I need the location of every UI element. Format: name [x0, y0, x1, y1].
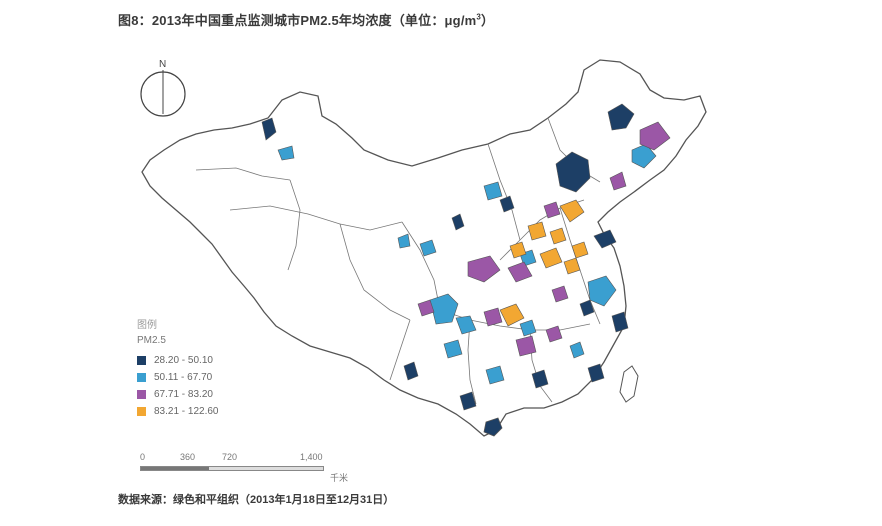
hainan-island	[483, 417, 503, 437]
scale-tick: 720	[222, 452, 238, 462]
legend: 图例 PM2.5 28.20 - 50.10 50.11 - 67.70 67.…	[137, 316, 219, 420]
taiwan-island	[619, 365, 639, 403]
legend-swatch	[137, 407, 146, 416]
legend-swatch	[137, 373, 146, 382]
pm25-class-3-areas	[417, 121, 671, 357]
scale-bar: 0 360 720 1,400 千米	[140, 452, 370, 483]
scale-tick: 1,400	[300, 452, 323, 462]
legend-item: 50.11 - 67.70	[137, 369, 219, 386]
legend-item: 67.71 - 83.20	[137, 386, 219, 403]
north-label: N	[159, 59, 166, 70]
pm25-class-4-areas	[499, 199, 589, 327]
scale-unit: 千米	[330, 473, 349, 483]
legend-title: 图例	[137, 320, 157, 331]
scale-tick: 0	[140, 452, 146, 462]
legend-item: 28.20 - 50.10	[137, 352, 219, 369]
scale-tick: 360	[180, 452, 196, 462]
legend-subtitle: PM2.5	[137, 335, 166, 346]
north-arrow: N	[140, 59, 186, 117]
legend-swatch	[137, 390, 146, 399]
scale-bar-graphic	[140, 466, 324, 471]
legend-swatch	[137, 356, 146, 365]
legend-item: 83.21 - 122.60	[137, 403, 219, 420]
data-source: 数据来源：绿色和平组织（2013年1月18日至12月31日）	[118, 494, 395, 506]
pm25-class-1-areas	[261, 103, 635, 411]
map-title: 图8：2013年中国重点监测城市PM2.5年均浓度（单位：μg/m3）	[118, 12, 495, 28]
